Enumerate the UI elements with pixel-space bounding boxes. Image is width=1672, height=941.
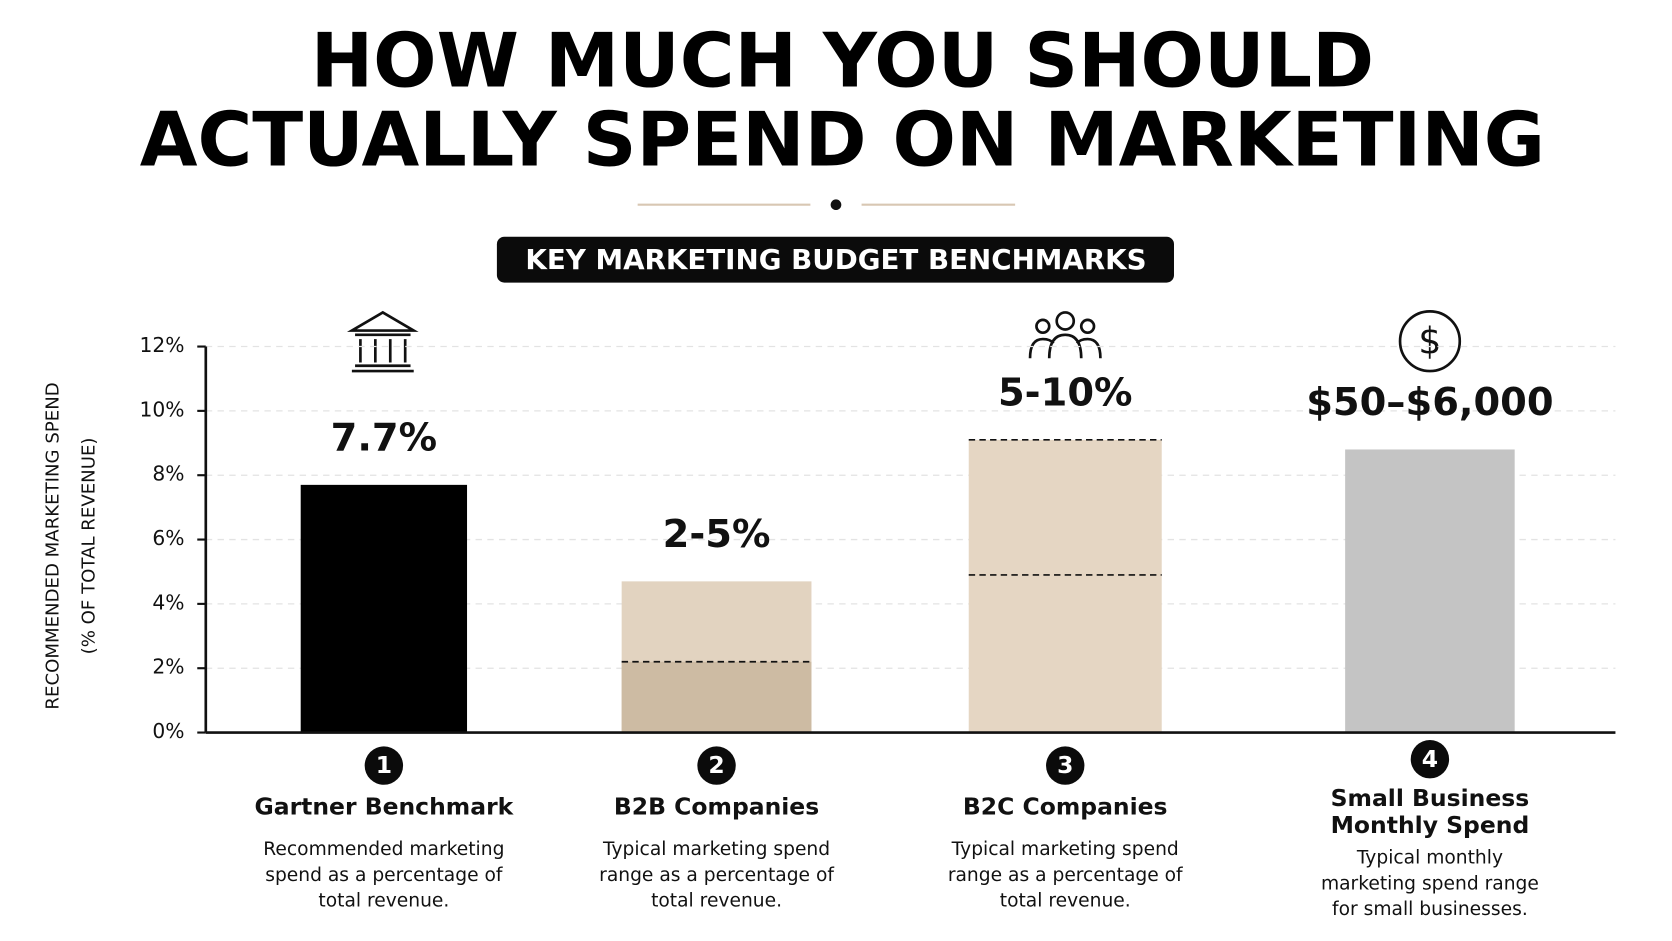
category-label: Gartner Benchmark xyxy=(254,794,514,822)
dollar-icon: $ xyxy=(1398,310,1462,373)
step-circle xyxy=(1046,746,1085,785)
badge-text: KEY MARKETING BUDGET BENCHMARKS xyxy=(525,243,1146,276)
y-tick-label: 8% xyxy=(152,462,184,486)
people-icon xyxy=(1028,311,1102,359)
headline-label: 2-5% xyxy=(663,512,771,557)
y-tick-label: 0% xyxy=(152,719,184,743)
category-label: B2B Companies xyxy=(613,794,820,822)
bank-icon xyxy=(346,310,419,373)
bar xyxy=(968,439,1162,733)
category-description: Typical marketing spend range as a perce… xyxy=(599,839,834,912)
y-tick-label: 6% xyxy=(152,526,184,550)
svg-text:$: $ xyxy=(1418,319,1441,362)
bar-lower-range xyxy=(621,661,812,733)
step-number: 2 xyxy=(708,751,724,779)
category-description: Typical marketing spend range as a perce… xyxy=(947,839,1183,912)
headline-label: 7.7% xyxy=(331,416,437,461)
step-circle xyxy=(1410,740,1450,779)
bar xyxy=(300,484,468,733)
badge xyxy=(496,236,1174,283)
step-number: 4 xyxy=(1422,745,1438,773)
category-label: B2C Companies xyxy=(962,794,1168,822)
y-tick-label: 2% xyxy=(152,655,184,679)
y-tick-label: 12% xyxy=(139,333,184,357)
step-number: 3 xyxy=(1057,751,1073,779)
step-number: 1 xyxy=(376,751,392,779)
title-line: ACTUALLY SPEND ON MARKETING xyxy=(140,97,1545,184)
y-tick-label: 4% xyxy=(152,590,184,614)
y-axis-title: (% OF TOTAL REVENUE) xyxy=(79,438,100,655)
headline-label: 5-10% xyxy=(998,371,1132,416)
category-label: Small Business Monthly Spend xyxy=(1330,785,1530,840)
bar xyxy=(1345,449,1515,733)
step-circle xyxy=(697,746,736,785)
divider-dot xyxy=(830,199,842,211)
category-description: Recommended marketing spend as a percent… xyxy=(263,839,505,912)
y-axis-title: RECOMMENDED MARKETING SPEND xyxy=(42,382,63,709)
title-line: HOW MUCH YOU SHOULD xyxy=(311,18,1374,105)
headline-label: $50–$6,000 xyxy=(1306,380,1553,425)
step-circle xyxy=(364,746,404,785)
category-description: Typical monthly marketing spend range fo… xyxy=(1320,847,1539,921)
y-tick-label: 10% xyxy=(139,397,184,421)
